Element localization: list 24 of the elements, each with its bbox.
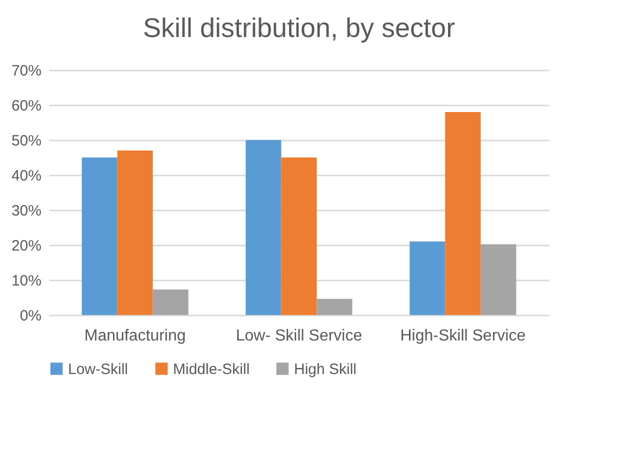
x-tick-label: High-Skill Service: [400, 328, 526, 344]
bar: [246, 140, 282, 315]
y-tick-label: 10%: [11, 272, 42, 290]
y-tick-label: 0%: [20, 308, 42, 324]
y-tick-label: 70%: [11, 62, 42, 80]
y-tick-label: 30%: [11, 202, 42, 220]
bar: [82, 158, 118, 315]
y-tick-label: 40%: [11, 168, 42, 184]
y-tick-label: 60%: [11, 98, 42, 114]
y-tick-label: 20%: [11, 238, 42, 254]
y-tick-label: 50%: [11, 132, 42, 150]
legend-label: High Skill: [294, 360, 357, 378]
bar: [117, 150, 153, 315]
legend-label: Low-Skill: [68, 360, 128, 378]
legend-label: Middle-Skill: [173, 360, 250, 378]
chart-title: Skill distribution, by sector: [142, 13, 456, 43]
bar: [316, 298, 352, 315]
bar: [281, 158, 317, 315]
x-tick-label: Manufacturing: [84, 328, 186, 344]
bar: [152, 289, 188, 315]
x-tick-label: Low- Skill Service: [236, 328, 362, 344]
bar: [445, 112, 481, 315]
bar: [410, 242, 446, 315]
bar: [480, 244, 516, 315]
